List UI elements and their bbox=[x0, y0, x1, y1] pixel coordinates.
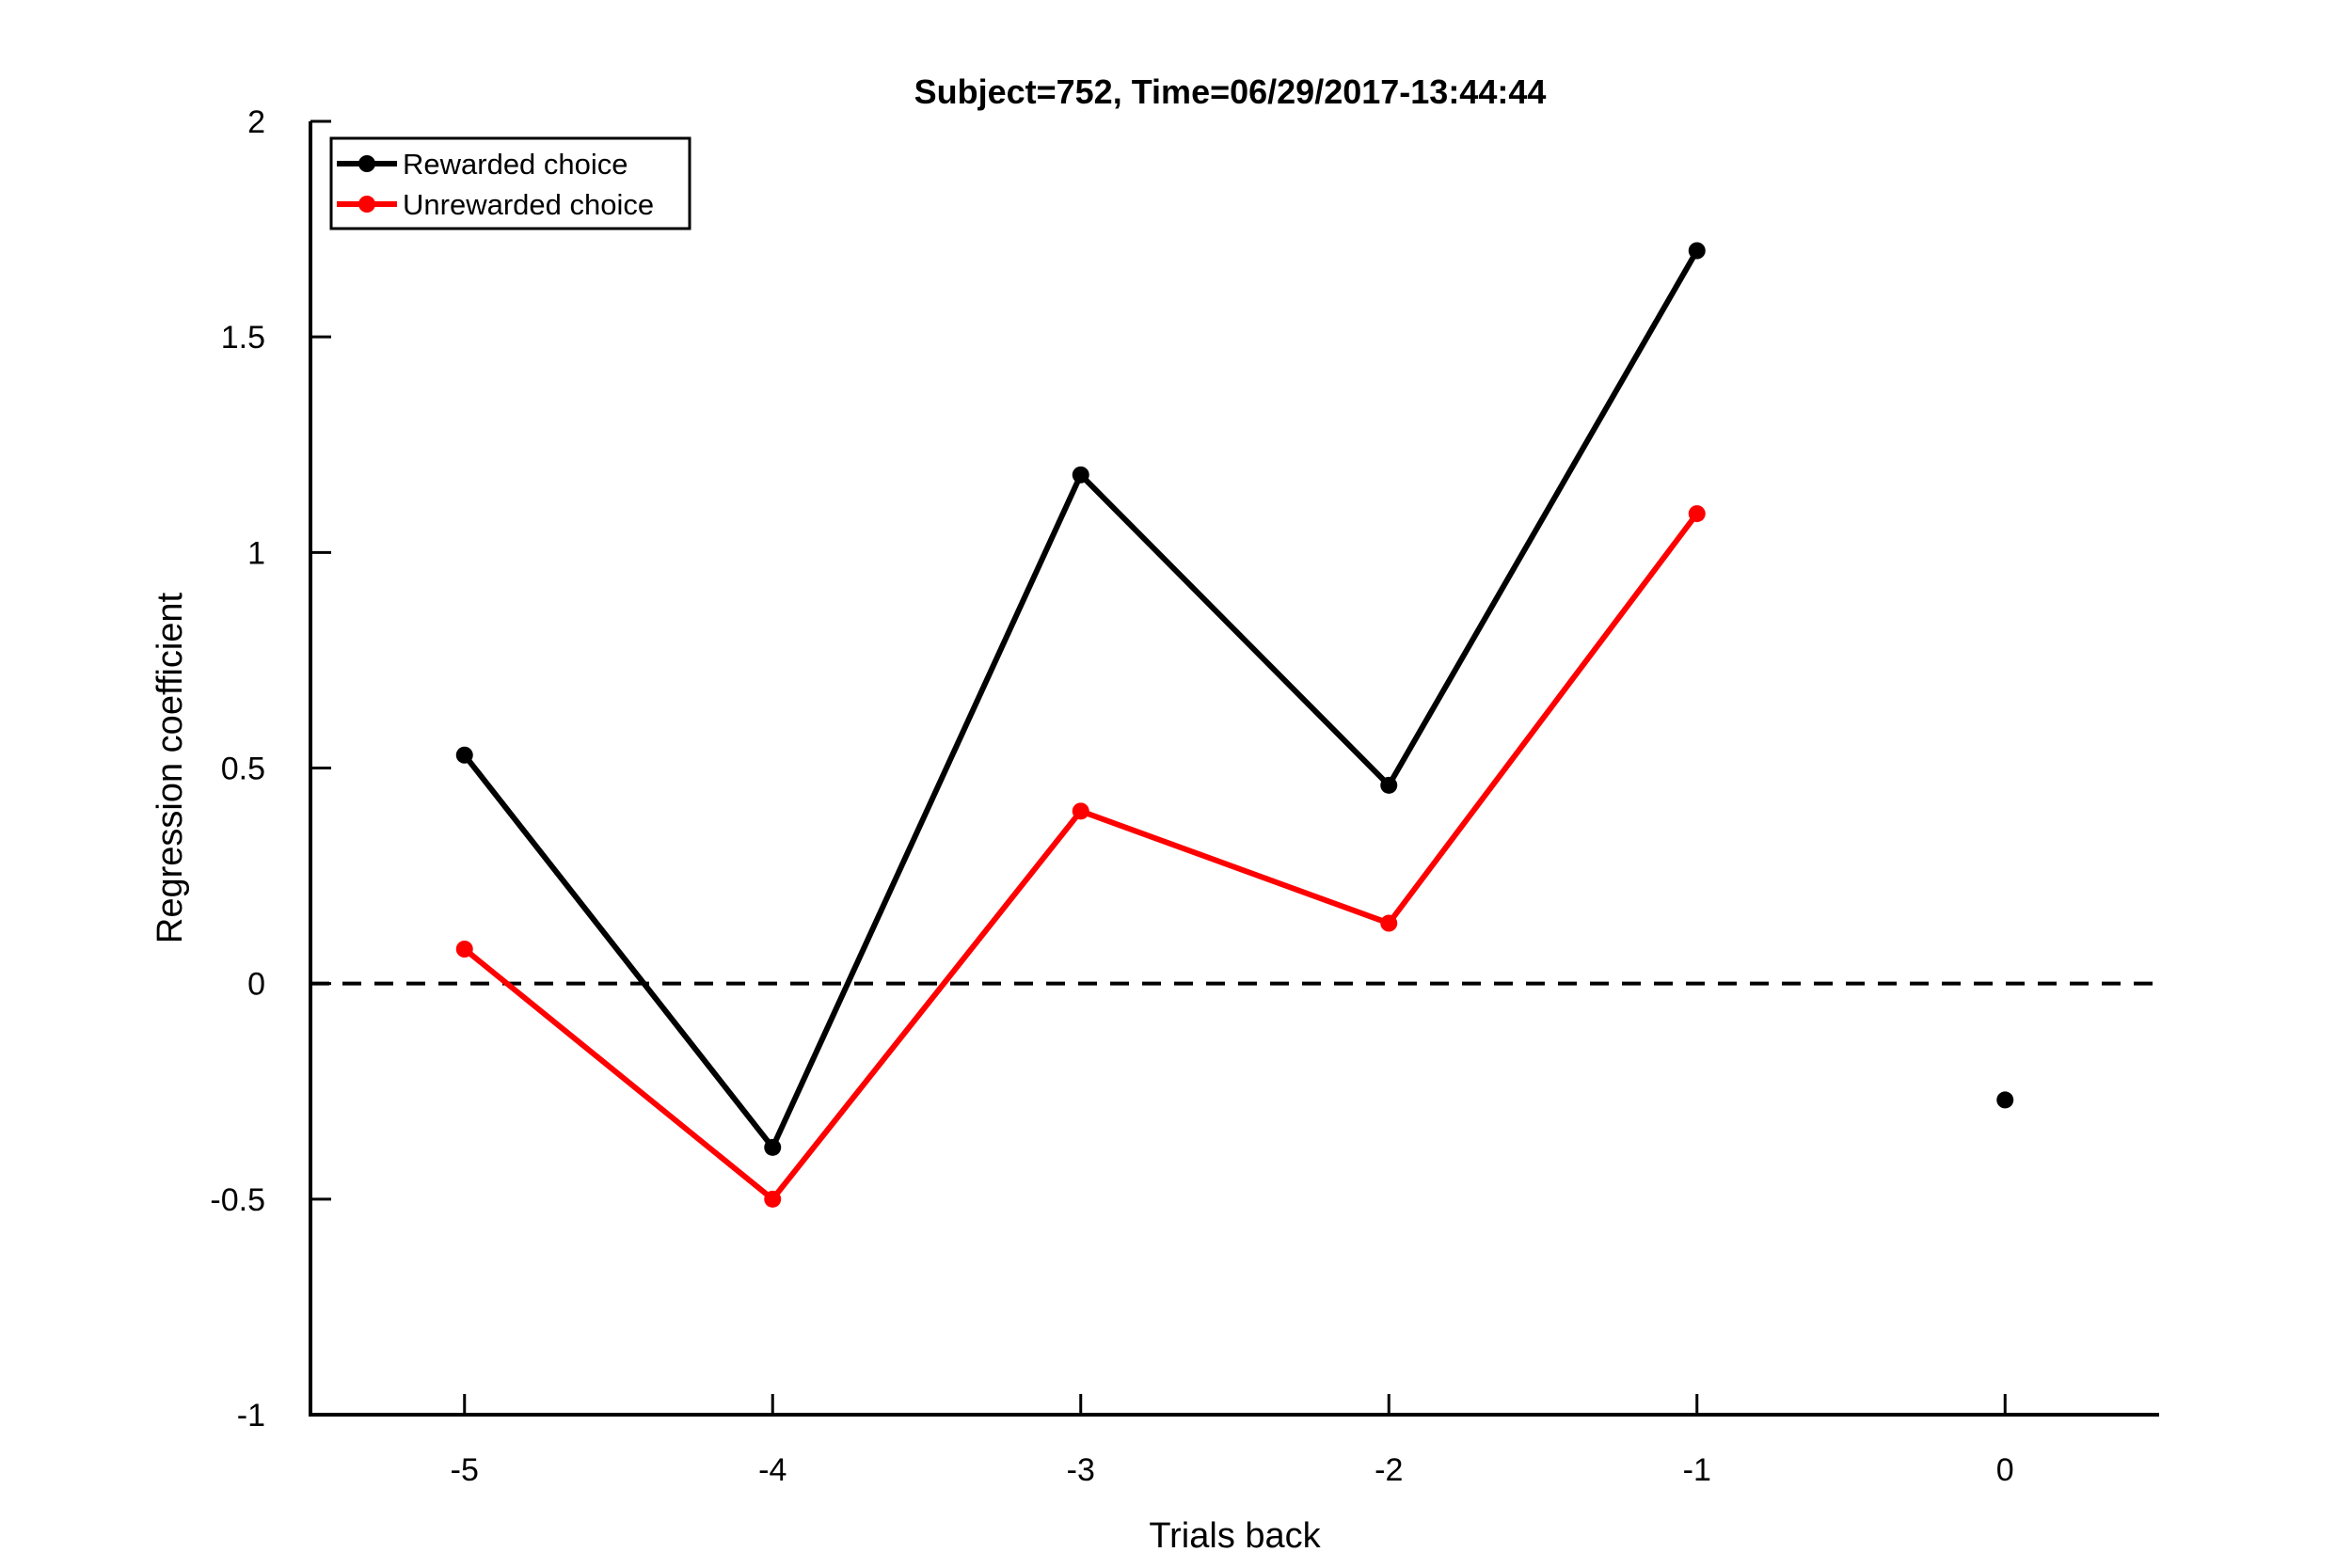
y-ticks: -1 -0.5 0 0.5 1 1.5 2 bbox=[210, 104, 331, 1433]
y-tick-label: 0 bbox=[247, 967, 265, 1003]
series-line bbox=[462, 512, 1700, 1204]
data-point bbox=[455, 746, 473, 764]
legend-swatch-marker bbox=[358, 155, 375, 172]
y-tick-label: 2 bbox=[247, 104, 265, 140]
y-tick-label: 1 bbox=[247, 535, 265, 571]
data-point bbox=[1380, 914, 1398, 932]
legend-entry: Unrewarded choice bbox=[337, 188, 654, 221]
chart-title: Subject=752, Time=06/29/2017-13:44:44 bbox=[914, 72, 1547, 111]
data-point bbox=[764, 1190, 782, 1208]
x-tick-label: -4 bbox=[758, 1452, 787, 1488]
y-tick-label: 0.5 bbox=[221, 752, 265, 787]
series-0 bbox=[455, 242, 1706, 1156]
legend-label: Rewarded choice bbox=[403, 148, 628, 181]
series-1 bbox=[455, 505, 1706, 1208]
x-tick-label: 0 bbox=[1996, 1452, 2014, 1488]
y-tick-label: 1.5 bbox=[221, 320, 265, 356]
axes bbox=[309, 121, 2159, 1417]
data-point bbox=[1688, 505, 1706, 523]
data-point bbox=[1380, 776, 1398, 794]
legend-swatch-marker bbox=[358, 196, 375, 213]
series-line bbox=[462, 249, 1700, 1153]
legend-label: Unrewarded choice bbox=[403, 188, 654, 221]
x-tick-label: -3 bbox=[1067, 1452, 1095, 1488]
x-tick-label: -1 bbox=[1683, 1452, 1711, 1488]
legend-entry: Rewarded choice bbox=[337, 148, 628, 181]
extra-data-point bbox=[1996, 1091, 2014, 1109]
data-point bbox=[1072, 802, 1089, 820]
data-point bbox=[764, 1138, 782, 1156]
y-tick-label: -1 bbox=[237, 1398, 265, 1433]
series-layer bbox=[455, 242, 2014, 1208]
data-point bbox=[1688, 242, 1706, 260]
x-tick-label: -5 bbox=[451, 1452, 479, 1488]
x-ticks: -5 -4 -3 -2 -1 0 bbox=[451, 1394, 2014, 1488]
y-axis-title: Regression coefficient bbox=[151, 592, 190, 943]
x-tick-label: -2 bbox=[1375, 1452, 1403, 1488]
y-tick-label: -0.5 bbox=[210, 1182, 265, 1218]
data-point bbox=[455, 941, 473, 958]
data-point bbox=[1072, 466, 1089, 483]
legend: Rewarded choice Unrewarded choice bbox=[329, 136, 691, 230]
x-axis-title: Trials back bbox=[1149, 1516, 1321, 1556]
legend-box bbox=[329, 136, 691, 230]
